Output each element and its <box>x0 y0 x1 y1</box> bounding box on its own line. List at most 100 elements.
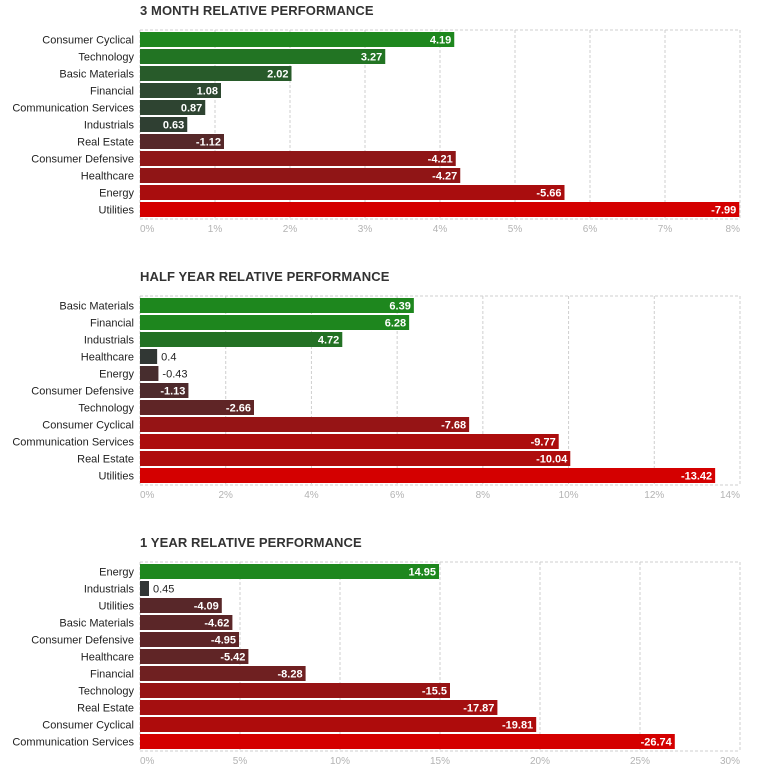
category-label: Utilities <box>99 205 135 217</box>
tick-label: 6% <box>583 224 598 235</box>
bar[interactable] <box>140 649 249 664</box>
category-label: Healthcare <box>81 652 134 664</box>
bar[interactable] <box>140 134 224 149</box>
category-label: Industrials <box>84 335 135 347</box>
tick-label: 0% <box>140 224 155 235</box>
value-label: -7.99 <box>711 205 736 217</box>
bar[interactable] <box>140 666 306 681</box>
chart-plot: 0% 5% 10% 15% 20% 25% 30% 14.95 Energy 0.45 Indust… <box>12 561 741 767</box>
category-label: Real Estate <box>77 703 134 715</box>
tick-label: 5% <box>508 224 523 235</box>
bar[interactable] <box>140 468 716 483</box>
value-label: -4.09 <box>194 601 219 613</box>
tick-label: 20% <box>530 756 550 767</box>
value-label: -2.66 <box>226 403 251 415</box>
value-label: -9.77 <box>531 437 556 449</box>
bar[interactable] <box>140 185 565 200</box>
value-label: -5.66 <box>536 188 561 200</box>
tick-label: 4% <box>304 490 319 501</box>
tick-label: 0% <box>140 490 155 501</box>
value-label: 4.72 <box>318 335 339 347</box>
value-label: 6.28 <box>385 318 406 330</box>
tick-label: 25% <box>630 756 650 767</box>
bar[interactable] <box>140 383 189 398</box>
category-label: Consumer Cyclical <box>42 35 134 47</box>
bar[interactable] <box>140 564 439 579</box>
tick-label: 12% <box>644 490 664 501</box>
tick-label: 0% <box>140 756 155 767</box>
bar[interactable] <box>140 598 222 613</box>
bar[interactable] <box>140 168 461 183</box>
tick-label: 5% <box>233 756 248 767</box>
category-label: Consumer Defensive <box>31 154 134 166</box>
bar[interactable] <box>140 117 188 132</box>
category-label: Consumer Defensive <box>31 635 134 647</box>
value-label: -8.28 <box>278 669 303 681</box>
category-label: Technology <box>78 52 134 64</box>
bar[interactable] <box>140 349 158 364</box>
chart-half-year: HALF YEAR RELATIVE PERFORMANCE 0% 2% 4% 6% 8… <box>0 266 757 506</box>
category-label: Consumer Defensive <box>31 386 134 398</box>
bar[interactable] <box>140 717 537 732</box>
bar[interactable] <box>140 366 159 381</box>
bar[interactable] <box>140 49 386 64</box>
value-label: -13.42 <box>681 471 712 483</box>
bar[interactable] <box>140 298 414 313</box>
category-label: Consumer Cyclical <box>42 420 134 432</box>
category-label: Utilities <box>99 471 135 483</box>
bar[interactable] <box>140 683 450 698</box>
bar[interactable] <box>140 100 206 115</box>
bar[interactable] <box>140 434 559 449</box>
category-label: Industrials <box>84 584 135 596</box>
bar[interactable] <box>140 400 254 415</box>
bar[interactable] <box>140 632 239 647</box>
chart-1-year: 1 YEAR RELATIVE PERFORMANCE 0% 5% 10% 15% 20… <box>0 532 757 772</box>
category-label: Technology <box>78 686 134 698</box>
tick-label: 2% <box>218 490 233 501</box>
tick-label: 1% <box>208 224 223 235</box>
category-label: Healthcare <box>81 171 134 183</box>
value-label: -4.21 <box>428 154 453 166</box>
value-label: 6.39 <box>389 301 410 313</box>
bar[interactable] <box>140 451 571 466</box>
tick-label: 30% <box>720 756 740 767</box>
bar[interactable] <box>140 615 233 630</box>
category-label: Communication Services <box>12 437 134 449</box>
bar[interactable] <box>140 151 456 166</box>
bar[interactable] <box>140 202 740 217</box>
chart-title: 1 YEAR RELATIVE PERFORMANCE <box>140 535 362 550</box>
bar[interactable] <box>140 581 149 596</box>
bar[interactable] <box>140 700 498 715</box>
tick-label: 8% <box>726 224 741 235</box>
tick-label: 8% <box>476 490 491 501</box>
category-label: Real Estate <box>77 454 134 466</box>
value-label: -5.42 <box>220 652 245 664</box>
value-label: -17.87 <box>463 703 494 715</box>
tick-label: 15% <box>430 756 450 767</box>
bar[interactable] <box>140 315 410 330</box>
value-label: 14.95 <box>408 567 436 579</box>
bar[interactable] <box>140 734 675 749</box>
value-label: 0.45 <box>153 584 174 596</box>
category-label: Basic Materials <box>59 301 134 313</box>
category-label: Energy <box>99 188 134 200</box>
bar[interactable] <box>140 332 343 347</box>
tick-label: 10% <box>559 490 579 501</box>
category-label: Energy <box>99 369 134 381</box>
chart-plot: 0% 2% 4% 6% 8% 10% 12% 14% 6.39 Basic Materials 6.… <box>12 295 741 501</box>
value-label: 3.27 <box>361 52 382 64</box>
value-label: -15.5 <box>422 686 447 698</box>
value-label: 2.02 <box>267 69 288 81</box>
value-label: -1.12 <box>196 137 221 149</box>
category-label: Financial <box>90 86 134 98</box>
bar[interactable] <box>140 417 470 432</box>
category-label: Financial <box>90 318 134 330</box>
category-label: Consumer Cyclical <box>42 720 134 732</box>
category-label: Communication Services <box>12 737 134 749</box>
category-label: Financial <box>90 669 134 681</box>
bar[interactable] <box>140 32 455 47</box>
bar[interactable] <box>140 83 221 98</box>
category-label: Communication Services <box>12 103 134 115</box>
bar[interactable] <box>140 66 292 81</box>
